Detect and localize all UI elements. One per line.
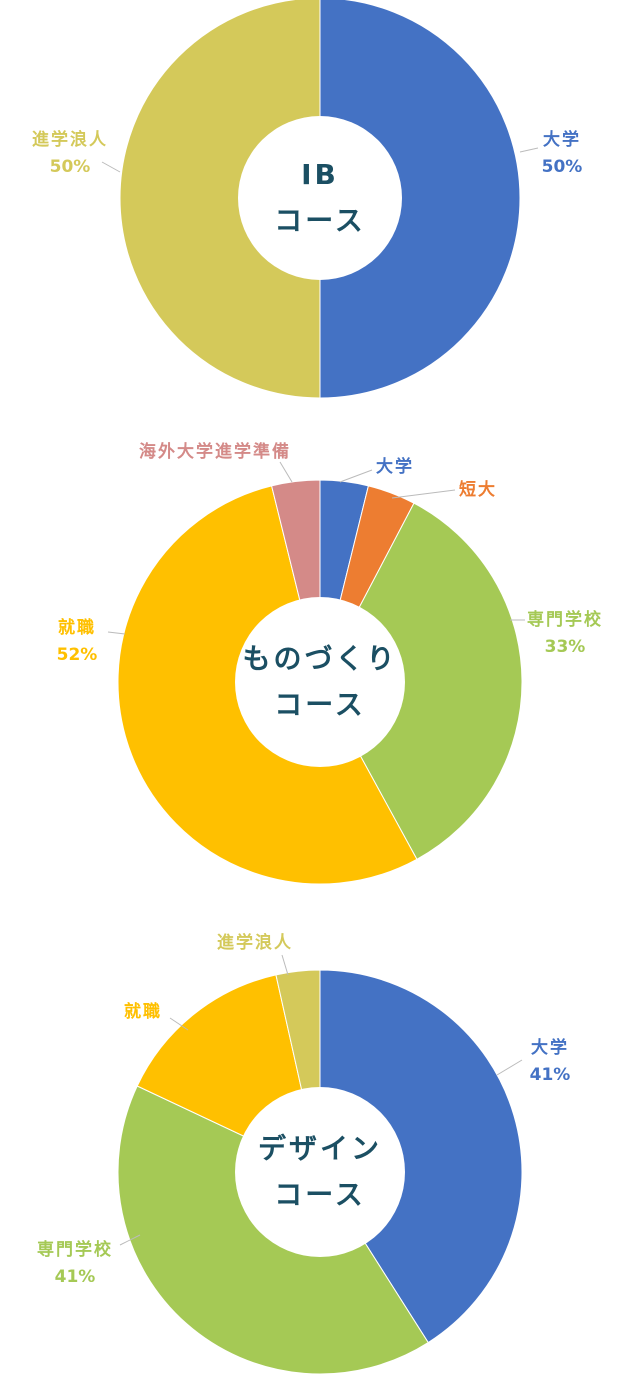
slice-label: 短大 [459,479,497,500]
leader-line [339,469,373,483]
value-label: 41% [55,1267,96,1287]
leader-line [391,489,456,499]
donut-hole [235,1087,405,1257]
slice-label: 進学浪人 [217,932,293,953]
leader-line [169,1017,189,1031]
value-label: 50% [50,157,91,177]
slice [319,969,523,1344]
leader-line [279,461,293,483]
slice-label: 就職 [124,1001,162,1022]
leader-line [496,1059,523,1076]
slice-label: 大学 [531,1037,569,1058]
value-label: 41% [530,1065,571,1085]
value-label: 52% [57,645,98,665]
leader-line [519,147,539,153]
slice-label: 進学浪人 [32,129,108,150]
donut-hole [235,597,405,767]
donut-hole [238,116,402,280]
leader-line [101,161,121,173]
slice [319,502,523,860]
slice [119,0,321,399]
leader-line [281,954,289,976]
center-text: コース [274,204,366,237]
slice-label: 就職 [58,617,96,638]
value-label: 50% [542,157,583,177]
center-text: ものづくり [242,642,397,675]
slice-label: 大学 [543,129,581,150]
center-text: デザイン [258,1132,382,1165]
leader-line [107,631,126,635]
slice [319,0,521,399]
slice-label: 大学 [376,456,414,477]
center-text: IB [301,158,339,191]
center-text: コース [274,1178,366,1211]
leader-line [119,1234,141,1246]
center-text: コース [274,688,366,721]
slice-label: 海外大学進学準備 [139,441,291,462]
slice-label: 専門学校 [527,609,603,630]
value-label: 33% [545,637,586,657]
slice-label: 専門学校 [37,1239,113,1260]
